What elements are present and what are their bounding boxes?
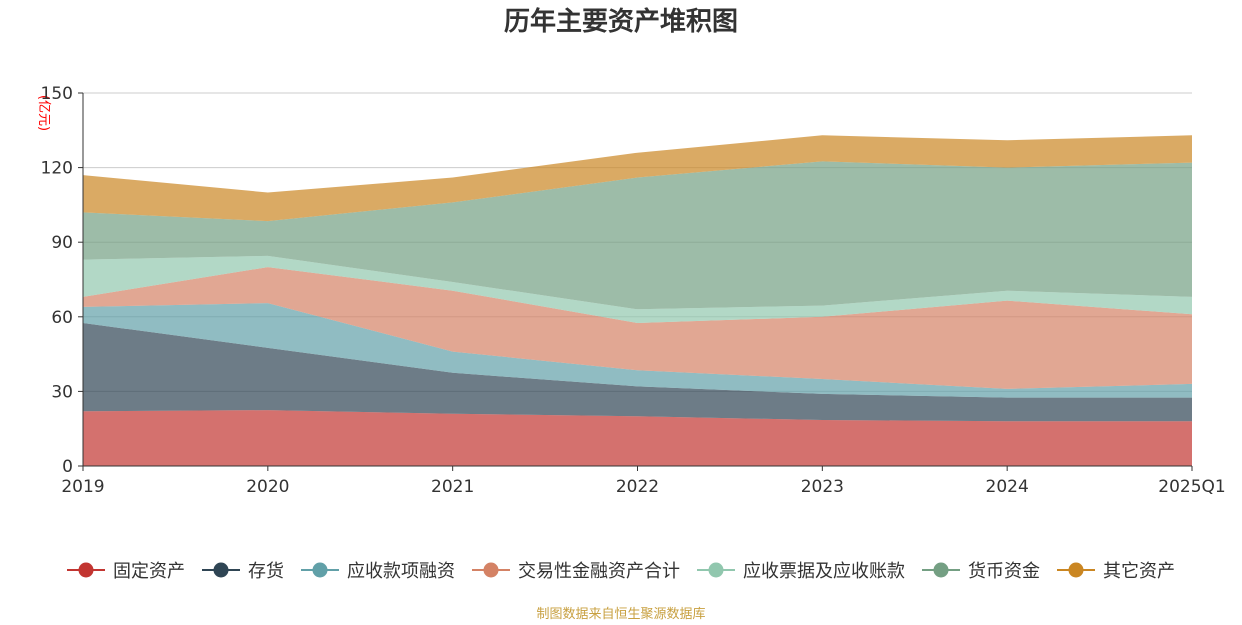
y-axis-unit-label: (亿元) [36,95,51,131]
legend-marker [1068,562,1084,578]
x-tick-label: 2023 [801,477,844,497]
area-series [83,267,1192,389]
legend-label: 存货 [248,561,284,582]
area-series [83,135,1192,222]
legend-item: 固定资产 [67,561,185,582]
x-tick-label: 2024 [986,477,1029,497]
source-note: 制图数据来自恒生聚源数据库 [536,606,705,621]
legend-item: 应收款项融资 [301,561,455,582]
area-series-layer [83,135,1192,466]
legend-marker [708,562,724,578]
x-tick-label: 2019 [61,477,104,497]
legend-item: 货币资金 [922,561,1040,582]
x-tick-label: 2020 [246,477,289,497]
y-tick-label: 90 [51,233,73,253]
legend-item: 交易性金融资产合计 [472,561,680,582]
x-tick-label: 2022 [616,477,659,497]
legend-marker [933,562,949,578]
area-series [83,410,1192,466]
area-series [83,161,1192,310]
legend-label: 货币资金 [968,561,1040,582]
x-tick-label: 2025Q1 [1158,477,1225,497]
legend-label: 其它资产 [1103,561,1175,582]
legend-label: 应收票据及应收账款 [743,561,905,582]
axes: 0 30 60 90 120 150 2019 2020 2021 2022 2023 2024 202… [41,84,1226,497]
area-series [83,303,1192,398]
area-series [83,255,1192,323]
area-series [83,323,1192,422]
y-tick-label: 60 [51,308,73,328]
y-tick-label: 0 [62,457,73,477]
y-tick-label: 150 [41,84,73,104]
chart-title: 历年主要资产堆积图 [504,6,738,37]
x-tick-label: 2021 [431,477,474,497]
legend-marker [78,562,94,578]
legend-marker [213,562,229,578]
legend-label: 交易性金融资产合计 [518,561,680,582]
legend-marker [312,562,328,578]
legend-label: 固定资产 [113,561,185,582]
legend-item: 其它资产 [1057,561,1175,582]
legend-marker [483,562,499,578]
legend-item: 应收票据及应收账款 [697,561,905,582]
y-tick-label: 120 [41,159,73,179]
legend-item: 存货 [202,561,284,582]
legend: 固定资产 存货 应收款项融资 交易性金融资产合计 应收票据及应收账款 货币资金 其它资产 [67,561,1175,582]
legend-label: 应收款项融资 [347,561,455,582]
y-tick-label: 30 [51,382,73,402]
